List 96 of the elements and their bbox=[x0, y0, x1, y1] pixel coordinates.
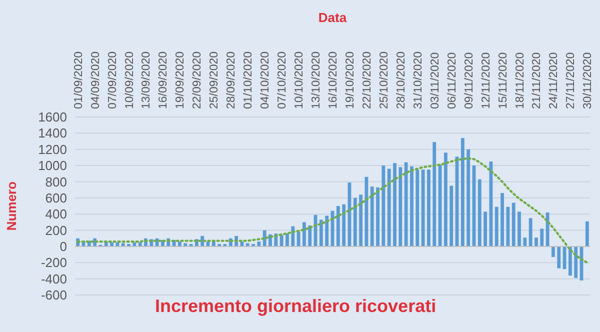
y-tick-label: 600 bbox=[45, 190, 67, 206]
x-tick-label: 01/10/2020 bbox=[242, 51, 255, 109]
x-tick-label: 18/11/2020 bbox=[514, 52, 526, 109]
x-tick-label: 10/09/2020 bbox=[124, 51, 136, 109]
bar bbox=[444, 152, 448, 246]
x-tick-label: 01/09/2020 bbox=[72, 51, 85, 109]
x-tick-label: 03/11/2020 bbox=[429, 52, 442, 109]
bar bbox=[246, 243, 250, 246]
x-tick-label: 22/09/2020 bbox=[192, 51, 204, 109]
bar bbox=[359, 194, 362, 246]
bar bbox=[286, 234, 289, 246]
bar bbox=[410, 166, 414, 246]
bar bbox=[325, 216, 329, 246]
text: Incremento giornaliero ricoverati bbox=[155, 296, 436, 316]
y-tick-label: 1200 bbox=[38, 142, 67, 157]
bar bbox=[353, 198, 357, 246]
y-axis-title: Numero bbox=[4, 181, 19, 231]
x-tick-label: 28/09/2020 bbox=[226, 51, 238, 109]
x-tick-label: 25/09/2020 bbox=[208, 51, 221, 109]
x-tick-label: 07/10/2020 bbox=[276, 51, 289, 109]
bar bbox=[257, 242, 261, 246]
bar bbox=[478, 179, 482, 246]
x-tick-label: 13/10/2020 bbox=[310, 51, 323, 109]
bar bbox=[494, 206, 498, 246]
bar bbox=[393, 163, 396, 246]
y-tick-label: 800 bbox=[45, 174, 67, 190]
bar bbox=[523, 238, 527, 246]
bar bbox=[376, 187, 380, 246]
bar bbox=[280, 235, 284, 246]
x-tick-label: 31/10/2020 bbox=[412, 51, 424, 109]
bar bbox=[432, 142, 436, 246]
bar bbox=[506, 206, 510, 246]
y-tick-label: 0 bbox=[60, 239, 67, 254]
bar bbox=[291, 226, 295, 246]
x-tick-label: 06/11/2020 bbox=[446, 52, 458, 109]
x-tick-label: 27/11/2020 bbox=[565, 52, 578, 109]
bar bbox=[585, 221, 589, 246]
bar bbox=[466, 149, 470, 246]
bar bbox=[382, 166, 386, 246]
x-tick-label: 09/11/2020 bbox=[463, 52, 476, 109]
bar bbox=[302, 222, 306, 246]
bar bbox=[178, 242, 182, 246]
bar bbox=[540, 228, 544, 246]
x-tick-label: 30/11/2020 bbox=[582, 52, 594, 109]
bar bbox=[370, 186, 374, 246]
bar bbox=[308, 225, 312, 246]
x-tick-label: 04/09/2020 bbox=[90, 51, 102, 109]
bar bbox=[518, 212, 521, 246]
bar bbox=[534, 238, 538, 246]
bar bbox=[184, 243, 188, 246]
bar bbox=[427, 170, 430, 246]
x-tick-label: 13/09/2020 bbox=[140, 51, 153, 109]
bar bbox=[404, 162, 408, 246]
x-tick-label: 28/10/2020 bbox=[395, 51, 408, 109]
x-tick-label: 25/10/2020 bbox=[378, 51, 390, 109]
y-tick-label: 1400 bbox=[38, 126, 67, 141]
x-tick-label: 16/09/2020 bbox=[158, 51, 170, 109]
bar bbox=[528, 218, 532, 246]
y-tick-label: 400 bbox=[45, 206, 67, 222]
bar bbox=[262, 230, 266, 246]
x-tick-label: 22/10/2020 bbox=[361, 51, 374, 109]
bar bbox=[568, 246, 572, 276]
x-tick-label: 10/10/2020 bbox=[294, 51, 306, 109]
y-tick-label: -200 bbox=[40, 255, 67, 270]
bar bbox=[398, 167, 402, 246]
bar bbox=[319, 220, 323, 246]
y-tick-label: -400 bbox=[40, 271, 67, 286]
x-tick-label: 16/10/2020 bbox=[328, 51, 340, 109]
x-tick-label: 24/11/2020 bbox=[548, 52, 560, 109]
line-series bbox=[76, 157, 588, 264]
x-tick-label: 19/09/2020 bbox=[174, 51, 187, 109]
y-tick-label: -600 bbox=[40, 288, 67, 303]
x-tick-label: 21/11/2020 bbox=[531, 52, 544, 109]
bar bbox=[500, 193, 504, 246]
x-tick-label: 12/11/2020 bbox=[480, 52, 492, 109]
x-tick-label: 07/09/2020 bbox=[106, 51, 119, 109]
y-tick-label: 1600 bbox=[38, 110, 67, 125]
bar bbox=[121, 243, 125, 246]
x-tick-label: 04/10/2020 bbox=[260, 51, 272, 109]
x-tick-label: 19/10/2020 bbox=[344, 51, 356, 109]
bar bbox=[552, 246, 555, 257]
bar bbox=[460, 138, 464, 246]
bar bbox=[342, 204, 346, 246]
bar bbox=[484, 212, 487, 246]
y-tick-label: 1000 bbox=[38, 158, 67, 174]
bar bbox=[557, 246, 561, 268]
bar bbox=[546, 212, 550, 246]
bar bbox=[387, 168, 391, 246]
bar bbox=[336, 206, 340, 246]
x-tick-label: 15/11/2020 bbox=[497, 52, 510, 109]
y-tick-label: 200 bbox=[45, 222, 67, 238]
bar bbox=[512, 202, 516, 246]
bar bbox=[574, 246, 578, 278]
bar bbox=[416, 170, 420, 246]
bar bbox=[450, 186, 454, 246]
x-axis-title: Data bbox=[318, 10, 348, 25]
